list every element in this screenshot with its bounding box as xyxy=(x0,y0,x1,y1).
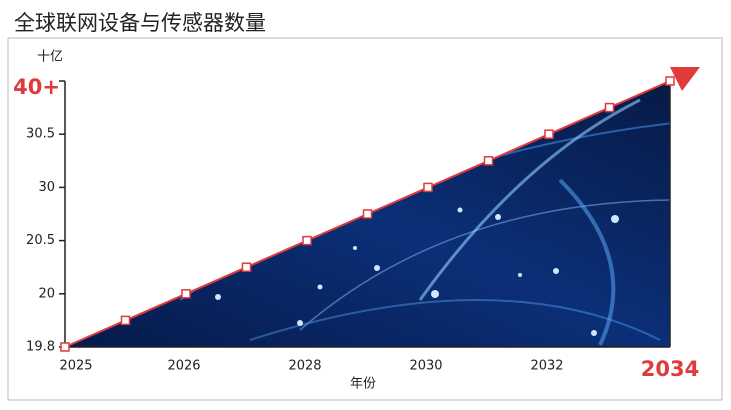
y-tick-label: 19.8 xyxy=(26,340,55,355)
marker xyxy=(120,315,131,326)
marker xyxy=(60,342,70,352)
x-tick-label: 2025 xyxy=(59,359,92,374)
x-tick-label: 2030 xyxy=(409,359,442,374)
y-tick-label: 30 xyxy=(38,180,55,195)
marker xyxy=(665,76,675,86)
x-axis-label: 年份 xyxy=(350,377,376,392)
y-axis-label: 十亿 xyxy=(37,50,63,65)
y-tick-label: 30.5 xyxy=(26,127,55,142)
x-tick-label: 2026 xyxy=(167,359,200,374)
marker xyxy=(604,102,615,113)
y-tick-label: 40+ xyxy=(13,75,60,99)
y-tick-label: 20 xyxy=(38,286,55,301)
frame xyxy=(7,37,723,401)
x-tick-label: 2028 xyxy=(288,359,321,374)
marker xyxy=(483,156,494,166)
marker xyxy=(544,129,554,139)
y-tick-label: 20.5 xyxy=(26,233,55,248)
x-tick-label: 2032 xyxy=(530,359,563,374)
marker xyxy=(302,235,312,246)
chart-title: 全球联网设备与传感器数量 xyxy=(14,11,266,35)
marker xyxy=(423,182,433,193)
x-tick-label: 2034 xyxy=(641,357,699,381)
marker xyxy=(241,262,252,272)
marker xyxy=(181,289,191,299)
marker xyxy=(362,209,373,219)
arrow-head xyxy=(670,67,700,91)
